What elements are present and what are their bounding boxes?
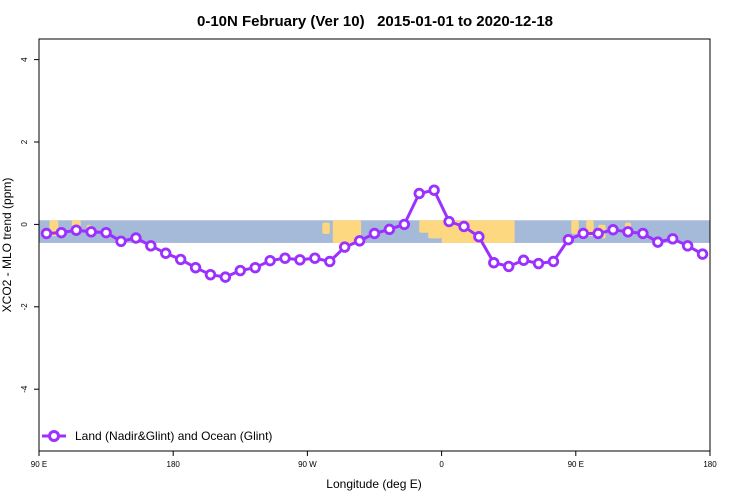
data-point <box>234 264 247 277</box>
legend-marker-sample <box>48 430 60 442</box>
data-point <box>592 227 604 240</box>
data-point <box>473 231 485 243</box>
data-point <box>204 268 217 281</box>
data-point <box>100 226 112 239</box>
data-point <box>652 236 664 248</box>
y-tick-label: -2 <box>20 303 29 311</box>
data-point <box>532 257 545 270</box>
data-point <box>696 248 709 260</box>
data-point <box>249 261 261 274</box>
plot-frame <box>38 38 711 452</box>
data-point <box>488 257 500 269</box>
y-axis: 4 2 0 -2 -4 <box>20 57 39 393</box>
data-point <box>681 240 694 252</box>
x-axis-label: Longitude (deg E) <box>326 477 421 491</box>
data-point <box>338 241 351 253</box>
legend-label: Land (Nadir&Glint) and Ocean (Glint) <box>75 429 272 443</box>
data-point <box>607 224 619 236</box>
series-layer <box>40 184 709 283</box>
data-point <box>547 255 560 268</box>
data-point <box>55 226 68 239</box>
data-point <box>458 220 470 233</box>
data-point <box>174 253 187 266</box>
data-point <box>324 255 336 268</box>
y-tick-label: 4 <box>20 57 29 62</box>
data-point <box>70 224 82 236</box>
land-shape <box>322 222 330 234</box>
x-tick-label: 0 <box>439 460 444 469</box>
data-point <box>219 271 232 283</box>
data-point <box>562 233 575 246</box>
x-tick-label: 180 <box>703 460 717 469</box>
data-point <box>368 227 381 240</box>
data-point <box>130 232 142 244</box>
data-point <box>160 247 172 259</box>
data-point <box>443 215 455 228</box>
x-tick-label: 90 E <box>31 460 47 469</box>
data-point <box>383 223 396 236</box>
data-point <box>637 227 649 240</box>
x-tick-label: 180 <box>167 460 181 469</box>
data-point <box>622 226 634 238</box>
data-point <box>413 187 425 200</box>
data-point <box>667 233 679 245</box>
x-tick-label: 90 E <box>568 460 584 469</box>
x-axis: 90 E 180 90 W 0 90 E 180 <box>31 451 717 469</box>
data-point <box>294 254 306 266</box>
data-point <box>353 235 366 247</box>
data-point <box>517 254 530 266</box>
data-point <box>428 184 440 196</box>
legend: Land (Nadir&Glint) and Ocean (Glint) <box>42 429 272 443</box>
data-point <box>115 235 127 247</box>
data-point <box>398 218 411 231</box>
chart-title: 0-10N February (Ver 10) 2015-01-01 to 20… <box>197 13 553 30</box>
x-tick-label: 90 W <box>298 460 317 469</box>
land-shape <box>428 229 442 239</box>
y-tick-label: 0 <box>20 222 29 227</box>
data-point <box>309 252 321 264</box>
data-point <box>503 260 515 273</box>
data-point <box>40 227 53 240</box>
data-point <box>279 252 291 264</box>
y-axis-label: XCO2 - MLO trend (ppm) <box>0 178 14 313</box>
data-point <box>189 261 202 274</box>
land-shape <box>332 220 362 243</box>
data-point <box>577 227 589 240</box>
data-point <box>264 254 276 267</box>
data-point <box>85 226 97 238</box>
y-tick-label: 2 <box>20 139 29 144</box>
y-tick-label: -4 <box>20 385 29 393</box>
data-point <box>145 240 157 252</box>
land-shape <box>571 220 579 234</box>
